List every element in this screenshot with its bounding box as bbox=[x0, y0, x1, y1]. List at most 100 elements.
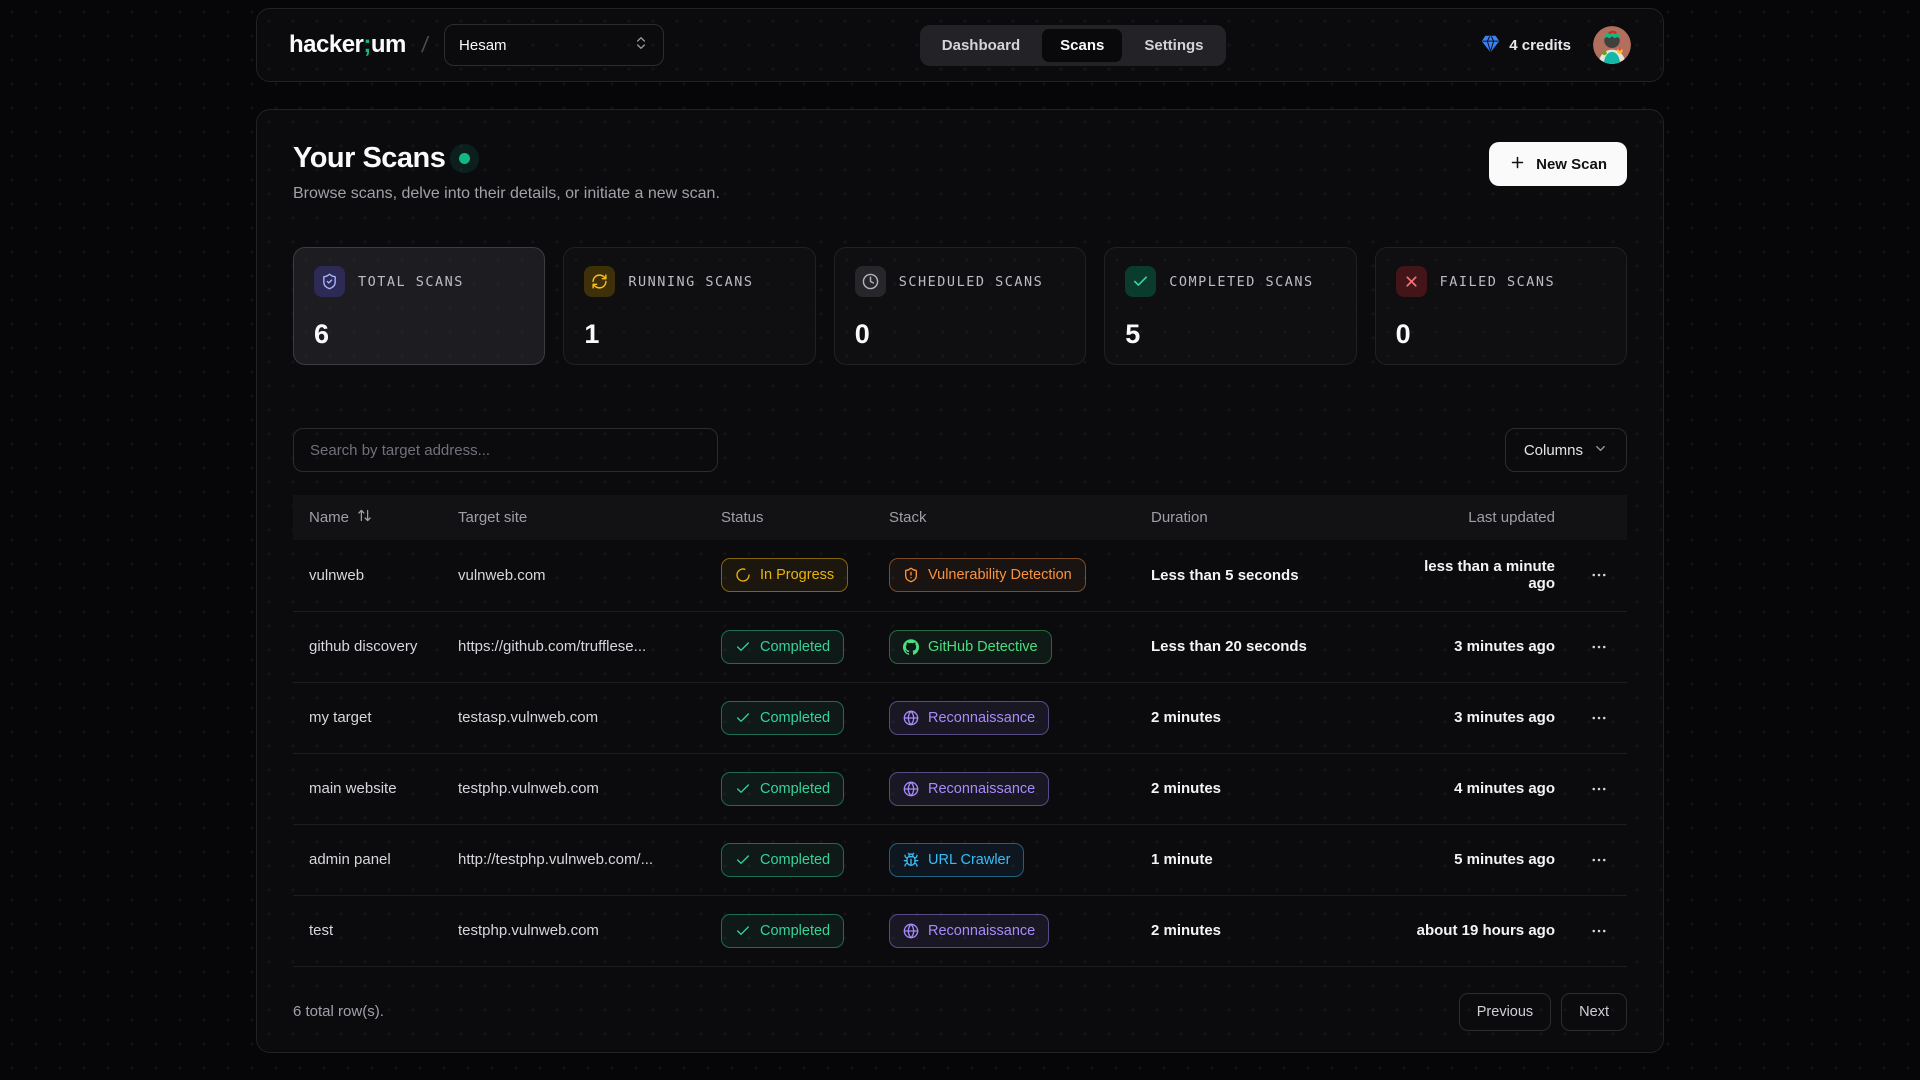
ellipsis-icon bbox=[1590, 638, 1608, 656]
last-updated-cell: 3 minutes ago bbox=[1454, 638, 1555, 655]
status-badge-label: In Progress bbox=[760, 567, 835, 584]
check-icon bbox=[735, 781, 751, 797]
table-row[interactable]: admin panel http://testphp.vulnweb.com/..… bbox=[293, 824, 1627, 895]
last-updated-cell: about 19 hours ago bbox=[1416, 922, 1555, 939]
tab-scans[interactable]: Scans bbox=[1042, 28, 1123, 62]
columns-button-label: Columns bbox=[1523, 441, 1583, 459]
table-row[interactable]: my target testasp.vulnweb.com Completed Rec… bbox=[293, 682, 1627, 753]
stat-value: 1 bbox=[584, 319, 600, 349]
status-badge: In Progress bbox=[721, 558, 849, 593]
search-input[interactable] bbox=[293, 428, 718, 472]
row-actions-button[interactable] bbox=[1584, 774, 1614, 804]
column-header-last-updated: Last updated bbox=[1468, 509, 1555, 526]
stat-card-failed-scans[interactable]: FAILED SCANS 0 bbox=[1374, 247, 1627, 365]
stat-card-scheduled-scans[interactable]: SCHEDULED SCANS 0 bbox=[833, 247, 1087, 365]
app-logo[interactable]: hacker;um bbox=[289, 31, 406, 59]
row-actions-button[interactable] bbox=[1584, 560, 1614, 590]
scan-name-cell: my target bbox=[309, 709, 372, 726]
table-row[interactable]: vulnweb vulnweb.com In Progress Vulnerabili… bbox=[293, 540, 1627, 611]
ellipsis-icon bbox=[1590, 780, 1608, 798]
page-title-text: Your Scans bbox=[293, 142, 446, 174]
column-header-name[interactable]: Name bbox=[293, 495, 458, 540]
target-site-cell: testasp.vulnweb.com bbox=[458, 709, 599, 726]
stack-cell: Reconnaissance bbox=[889, 895, 1151, 966]
target-site-cell: vulnweb.com bbox=[458, 566, 546, 584]
status-badge: Completed bbox=[721, 913, 845, 948]
scan-name-cell: admin panel bbox=[309, 851, 391, 868]
navbar-left: hacker;um / Hesam bbox=[289, 24, 665, 66]
sort-arrows-icon bbox=[357, 508, 372, 527]
row-count: 6 total row(s). bbox=[293, 1003, 384, 1020]
logo-text-2: um bbox=[370, 31, 407, 58]
last-updated-cell: less than a minute ago bbox=[1424, 558, 1555, 593]
shield-alert-icon bbox=[903, 567, 919, 583]
previous-button[interactable]: Previous bbox=[1458, 992, 1552, 1031]
bug-icon bbox=[903, 852, 919, 868]
check-icon bbox=[735, 852, 751, 868]
check-icon bbox=[735, 710, 751, 726]
scan-name-cell: vulnweb bbox=[309, 566, 365, 584]
actions-cell bbox=[1571, 753, 1627, 824]
check-icon bbox=[735, 923, 751, 939]
column-header-label: Name bbox=[309, 509, 350, 526]
status-badge: Completed bbox=[721, 629, 845, 664]
target-site-cell: testphp.vulnweb.com bbox=[458, 922, 599, 939]
row-actions-button[interactable] bbox=[1584, 845, 1614, 875]
status-cell: Completed bbox=[721, 824, 889, 895]
actions-cell bbox=[1571, 611, 1627, 682]
actions-cell bbox=[1571, 682, 1627, 753]
stat-label: TOTAL SCANS bbox=[358, 273, 464, 290]
row-actions-button[interactable] bbox=[1584, 703, 1614, 733]
tab-settings[interactable]: Settings bbox=[1126, 29, 1221, 62]
status-cell: In Progress bbox=[721, 540, 889, 611]
table-footer: 6 total row(s). Previous Next bbox=[293, 992, 1627, 1031]
stack-badge: Reconnaissance bbox=[889, 700, 1050, 735]
table-header-row: Name Target site Status Stack Duration L… bbox=[293, 495, 1627, 540]
stat-card-total-scans[interactable]: TOTAL SCANS 6 bbox=[293, 247, 546, 365]
nav-tabs: Dashboard Scans Settings bbox=[919, 24, 1226, 66]
credits-indicator[interactable]: 4 credits bbox=[1481, 34, 1571, 57]
stats-row: TOTAL SCANS 6 RUNNING SCANS 1 bbox=[293, 247, 1627, 365]
avatar[interactable] bbox=[1593, 26, 1631, 64]
column-header-actions bbox=[1571, 495, 1627, 540]
globe-icon bbox=[903, 923, 919, 939]
table-toolbar: Columns bbox=[293, 428, 1627, 472]
status-badge-label: Completed bbox=[760, 922, 831, 939]
page-title: Your Scans bbox=[293, 142, 720, 175]
next-button[interactable]: Next bbox=[1561, 992, 1627, 1031]
table-row[interactable]: test testphp.vulnweb.com Completed Reconnai… bbox=[293, 895, 1627, 966]
stat-value: 0 bbox=[854, 319, 870, 349]
row-actions-button[interactable] bbox=[1584, 916, 1614, 946]
stat-card-completed-scans[interactable]: COMPLETED SCANS 5 bbox=[1104, 247, 1357, 365]
status-badge-label: Completed bbox=[760, 780, 831, 797]
tab-dashboard[interactable]: Dashboard bbox=[924, 29, 1038, 62]
status-cell: Completed bbox=[721, 682, 889, 753]
duration-cell: 2 minutes bbox=[1151, 709, 1222, 726]
workspace-select[interactable]: Hesam bbox=[444, 24, 665, 66]
table-row[interactable]: github discovery https://github.com/truff… bbox=[293, 611, 1627, 682]
actions-cell bbox=[1571, 824, 1627, 895]
status-cell: Completed bbox=[721, 611, 889, 682]
workspace-select-value: Hesam bbox=[459, 36, 507, 54]
last-updated-cell: 5 minutes ago bbox=[1454, 851, 1555, 868]
refresh-icon bbox=[584, 266, 616, 297]
table-row[interactable]: main website testphp.vulnweb.com Completed… bbox=[293, 753, 1627, 824]
target-site-cell: http://testphp.vulnweb.com/... bbox=[458, 851, 654, 868]
new-scan-button[interactable]: New Scan bbox=[1489, 142, 1627, 186]
duration-cell: 2 minutes bbox=[1151, 922, 1222, 939]
logo-text: hacker bbox=[289, 31, 364, 58]
check-icon bbox=[1125, 266, 1157, 297]
stat-card-running-scans[interactable]: RUNNING SCANS 1 bbox=[563, 247, 816, 365]
stack-badge: Vulnerability Detection bbox=[889, 558, 1086, 593]
status-badge: Completed bbox=[721, 842, 845, 877]
row-actions-button[interactable] bbox=[1584, 632, 1614, 662]
globe-icon bbox=[903, 781, 919, 797]
target-site-cell: testphp.vulnweb.com bbox=[458, 780, 599, 797]
stack-cell: URL Crawler bbox=[889, 824, 1151, 895]
stat-value: 0 bbox=[1395, 319, 1411, 349]
clock-icon bbox=[854, 266, 886, 297]
stack-badge-label: Reconnaissance bbox=[928, 922, 1036, 939]
gem-icon bbox=[1481, 34, 1500, 57]
columns-button[interactable]: Columns bbox=[1504, 428, 1627, 472]
column-header-duration: Duration bbox=[1151, 509, 1208, 526]
